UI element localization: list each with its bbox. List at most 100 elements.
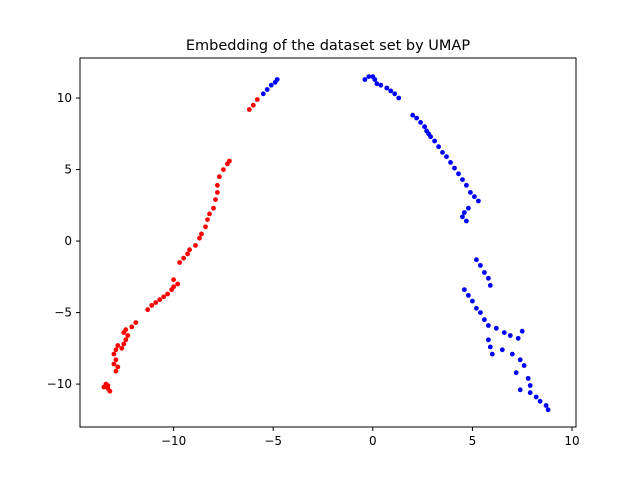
scatter-point (418, 120, 423, 125)
scatter-point (374, 81, 380, 87)
scatter-point (464, 182, 469, 188)
y-tick-label: −10 (47, 377, 72, 391)
scatter-point (121, 341, 127, 347)
scatter-point (519, 328, 525, 334)
scatter-point (487, 344, 493, 350)
scatter-point (444, 154, 449, 160)
scatter-point (392, 91, 398, 97)
scatter-point (119, 345, 125, 351)
scatter-point (440, 150, 445, 155)
scatter-point (161, 294, 167, 300)
scatter-point (246, 107, 252, 112)
scatter-point (211, 205, 216, 211)
y-axis: −10 −5 0 5 10 (47, 91, 80, 391)
scatter-point (517, 387, 523, 393)
scatter-point (545, 407, 551, 413)
chart-title: Embedding of the dataset set by UMAP (186, 38, 470, 54)
scatter-point (432, 138, 437, 144)
scatter-point (410, 112, 416, 118)
scatter-point (448, 160, 453, 165)
scatter-point (153, 300, 159, 305)
y-tick-label: −5 (54, 306, 72, 320)
scatter-point (260, 91, 266, 97)
scatter-point (250, 102, 256, 108)
scatter-point (462, 287, 467, 293)
scatter-point (207, 211, 212, 217)
x-axis: −10 −5 0 5 10 (161, 427, 580, 448)
scatter-point (527, 383, 533, 388)
scatter-point (384, 85, 390, 91)
scatter-point (478, 310, 483, 315)
scatter-point (157, 297, 163, 303)
scatter-point (197, 235, 202, 241)
scatter-point (501, 330, 507, 335)
scatter-point (133, 320, 139, 325)
scatter-point (185, 251, 191, 257)
scatter-point (482, 317, 487, 323)
scatter-point (203, 224, 208, 230)
scatter-point (113, 347, 119, 353)
scatter-point (468, 190, 473, 195)
scatter-point (533, 394, 539, 400)
scatter-point (460, 214, 465, 220)
scatter-point (264, 87, 270, 92)
scatter-point (462, 210, 467, 215)
scatter-point (125, 333, 131, 338)
scatter-point (513, 370, 519, 376)
scatter-point (466, 205, 471, 211)
scatter-point (205, 217, 210, 223)
scatter-point (113, 357, 119, 363)
scatter-point (396, 95, 402, 101)
scatter-point (414, 115, 419, 121)
scatter-point (486, 275, 491, 281)
scatter-point (499, 347, 505, 353)
scatter-point (476, 198, 481, 204)
plot-frame (79, 57, 577, 428)
scatter-point (177, 260, 183, 265)
scatter-point (422, 124, 427, 130)
scatter-point (452, 165, 457, 171)
scatter-point (543, 403, 549, 408)
scatter-point (362, 77, 368, 82)
x-tick-label: −10 (161, 434, 186, 448)
scatter-point (105, 383, 111, 388)
scatter-point (428, 134, 433, 140)
scatter-point (378, 82, 384, 88)
scatter-point (254, 97, 260, 102)
x-tick-label: 0 (369, 434, 377, 448)
scatter-point (460, 177, 465, 183)
scatter-point (509, 351, 515, 357)
scatter-point (227, 158, 232, 164)
scatter-point (482, 270, 487, 275)
scatter-point (115, 364, 121, 370)
scatter-point (199, 231, 204, 237)
scatter-point (115, 343, 121, 348)
y-tick-label: 10 (57, 91, 72, 105)
scatter-point (187, 247, 193, 253)
scatter-point (537, 398, 543, 404)
scatter-point (107, 388, 113, 394)
scatter-point (521, 363, 527, 368)
scatter-point (517, 357, 523, 363)
scatter-point (489, 351, 495, 357)
scatter-point (215, 182, 220, 188)
x-tick-label: −5 (264, 434, 282, 448)
scatter-point (436, 144, 441, 150)
scatter-point (215, 190, 220, 195)
scatter-point (388, 88, 394, 94)
scatter-point (456, 171, 461, 177)
scatter-point (493, 325, 499, 331)
scatter-point (217, 174, 222, 180)
scatter-point (515, 335, 521, 341)
scatter-point (507, 333, 513, 338)
scatter-point (472, 194, 477, 200)
scatter-point (474, 305, 479, 311)
scatter-point (129, 324, 135, 330)
scatter-point (372, 77, 378, 82)
scatter-point (221, 167, 226, 173)
scatter-point (165, 291, 171, 297)
scatter-point (171, 284, 177, 290)
scatter-point (464, 218, 469, 224)
scatter-point (474, 257, 479, 263)
